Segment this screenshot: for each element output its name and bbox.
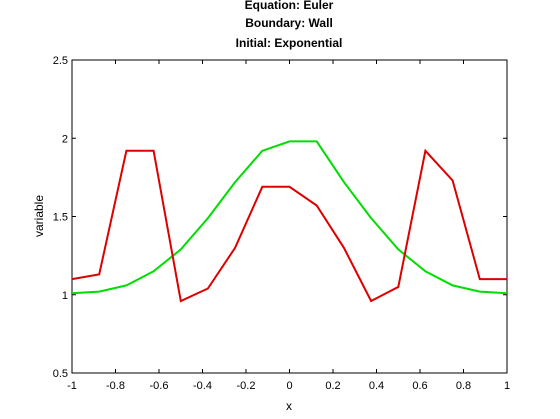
x-tick-label: 0.8 — [456, 380, 471, 392]
x-tick-label: -0.2 — [237, 380, 256, 392]
x-axis-label: x — [286, 399, 292, 413]
x-tick-label: -0.6 — [150, 380, 169, 392]
y-tick-label: 2.5 — [53, 55, 68, 67]
y-tick-label: 1 — [62, 290, 68, 302]
y-tick-label: 0.5 — [53, 368, 68, 380]
title-line-3: Initial: Exponential — [236, 36, 343, 50]
y-tick-label: 1.5 — [53, 212, 68, 224]
title-line-2: Boundary: Wall — [245, 16, 333, 30]
series-line-1 — [71, 140, 508, 295]
x-tick-label: -0.8 — [106, 380, 125, 392]
x-tick-label: 0 — [286, 380, 292, 392]
series-line-2 — [71, 148, 507, 303]
title-line-1: Equation: Euler — [245, 0, 334, 12]
y-axis-label: variable — [32, 195, 46, 237]
x-tick-label: 0.6 — [412, 380, 427, 392]
y-tick-label: 2 — [62, 133, 68, 145]
plot-area — [71, 59, 508, 374]
y-axis-ticks: 0.5 1 1.5 2 2.5 — [53, 55, 507, 380]
x-tick-label: 0.2 — [325, 380, 340, 392]
x-axis-ticks: -1 -0.8 -0.6 -0.4 -0.2 0 0.2 0.4 0.6 0.8 1 — [67, 60, 510, 392]
chart-title: Equation: Euler Boundary: Wall Initial: … — [236, 0, 343, 50]
x-tick-label: -1 — [67, 380, 77, 392]
x-tick-label: 0.4 — [369, 380, 384, 392]
x-tick-label: -0.4 — [193, 380, 212, 392]
series-layer — [71, 140, 508, 303]
x-tick-label: 1 — [504, 380, 510, 392]
